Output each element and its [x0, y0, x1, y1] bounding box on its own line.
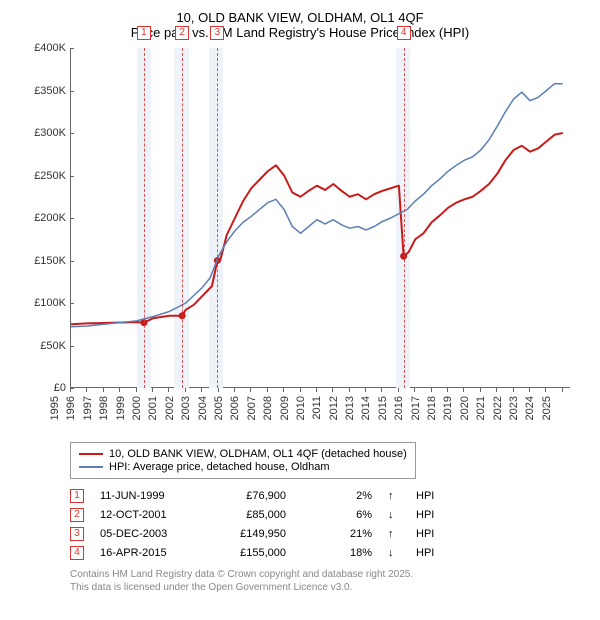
event-row: 4 16-APR-2015 £155,000 18% ↓ HPI [70, 546, 590, 560]
footer: Contains HM Land Registry data © Crown c… [70, 568, 590, 594]
event-number-box: 1 [70, 489, 84, 503]
event-date: 12-OCT-2001 [100, 509, 190, 521]
event-marker-box: 4 [397, 26, 411, 40]
legend-swatch [79, 453, 103, 455]
event-date: 16-APR-2015 [100, 547, 190, 559]
footer-line-1: Contains HM Land Registry data © Crown c… [70, 568, 590, 581]
y-tick-label: £150K [25, 255, 70, 267]
event-marker-line [404, 48, 405, 388]
event-arrow-icon: ↑ [388, 490, 400, 502]
footer-line-2: This data is licensed under the Open Gov… [70, 581, 590, 594]
event-marker-box: 1 [137, 26, 151, 40]
x-tick-label: 2025 [541, 396, 583, 420]
event-number-box: 4 [70, 546, 84, 560]
y-tick-label: £100K [25, 297, 70, 309]
chart: 1234 £0 £50K £100K £150K £200K £250K £300K £350… [25, 48, 585, 438]
event-number-box: 3 [70, 527, 84, 541]
chart-container: 10, OLD BANK VIEW, OLDHAM, OL1 4QF Price… [0, 0, 600, 604]
event-marker-line [144, 48, 145, 388]
event-price: £85,000 [206, 509, 286, 521]
y-tick-label: £200K [25, 212, 70, 224]
event-marker-line [182, 48, 183, 388]
title-line-2: Price paid vs. HM Land Registry's House … [10, 25, 590, 40]
event-arrow-icon: ↓ [388, 547, 400, 559]
event-suffix: HPI [416, 490, 434, 502]
legend-item: 10, OLD BANK VIEW, OLDHAM, OL1 4QF (deta… [79, 448, 407, 460]
y-tick-label: £350K [25, 85, 70, 97]
event-pct: 6% [302, 509, 372, 521]
legend-item: HPI: Average price, detached house, Oldh… [79, 461, 407, 473]
event-table: 1 11-JUN-1999 £76,900 2% ↑ HPI 2 12-OCT-2001 £85… [70, 489, 590, 560]
y-tick-label: £400K [25, 42, 70, 54]
event-date: 11-JUN-1999 [100, 490, 190, 502]
event-price: £155,000 [206, 547, 286, 559]
legend-label: 10, OLD BANK VIEW, OLDHAM, OL1 4QF (deta… [109, 448, 407, 460]
event-row: 2 12-OCT-2001 £85,000 6% ↓ HPI [70, 508, 590, 522]
event-date: 05-DEC-2003 [100, 528, 190, 540]
y-tick-label: £50K [25, 340, 70, 352]
event-suffix: HPI [416, 509, 434, 521]
event-row: 3 05-DEC-2003 £149,950 21% ↑ HPI [70, 527, 590, 541]
event-number-box: 2 [70, 508, 84, 522]
event-price: £76,900 [206, 490, 286, 502]
event-suffix: HPI [416, 547, 434, 559]
event-row: 1 11-JUN-1999 £76,900 2% ↑ HPI [70, 489, 590, 503]
event-arrow-icon: ↑ [388, 528, 400, 540]
event-arrow-icon: ↓ [388, 509, 400, 521]
plot-area: 1234 [70, 48, 570, 388]
line-svg [71, 48, 571, 388]
event-marker-line [217, 48, 218, 388]
event-marker-box: 2 [175, 26, 189, 40]
event-price: £149,950 [206, 528, 286, 540]
title-line-1: 10, OLD BANK VIEW, OLDHAM, OL1 4QF [10, 10, 590, 25]
event-marker-box: 3 [210, 26, 224, 40]
y-tick-label: £300K [25, 127, 70, 139]
legend-label: HPI: Average price, detached house, Oldh… [109, 461, 330, 473]
title-block: 10, OLD BANK VIEW, OLDHAM, OL1 4QF Price… [10, 10, 590, 40]
y-tick-label: £0 [25, 382, 70, 394]
event-suffix: HPI [416, 528, 434, 540]
event-pct: 18% [302, 547, 372, 559]
legend-swatch [79, 466, 103, 468]
event-pct: 21% [302, 528, 372, 540]
legend: 10, OLD BANK VIEW, OLDHAM, OL1 4QF (deta… [70, 442, 416, 479]
y-tick-label: £250K [25, 170, 70, 182]
event-pct: 2% [302, 490, 372, 502]
